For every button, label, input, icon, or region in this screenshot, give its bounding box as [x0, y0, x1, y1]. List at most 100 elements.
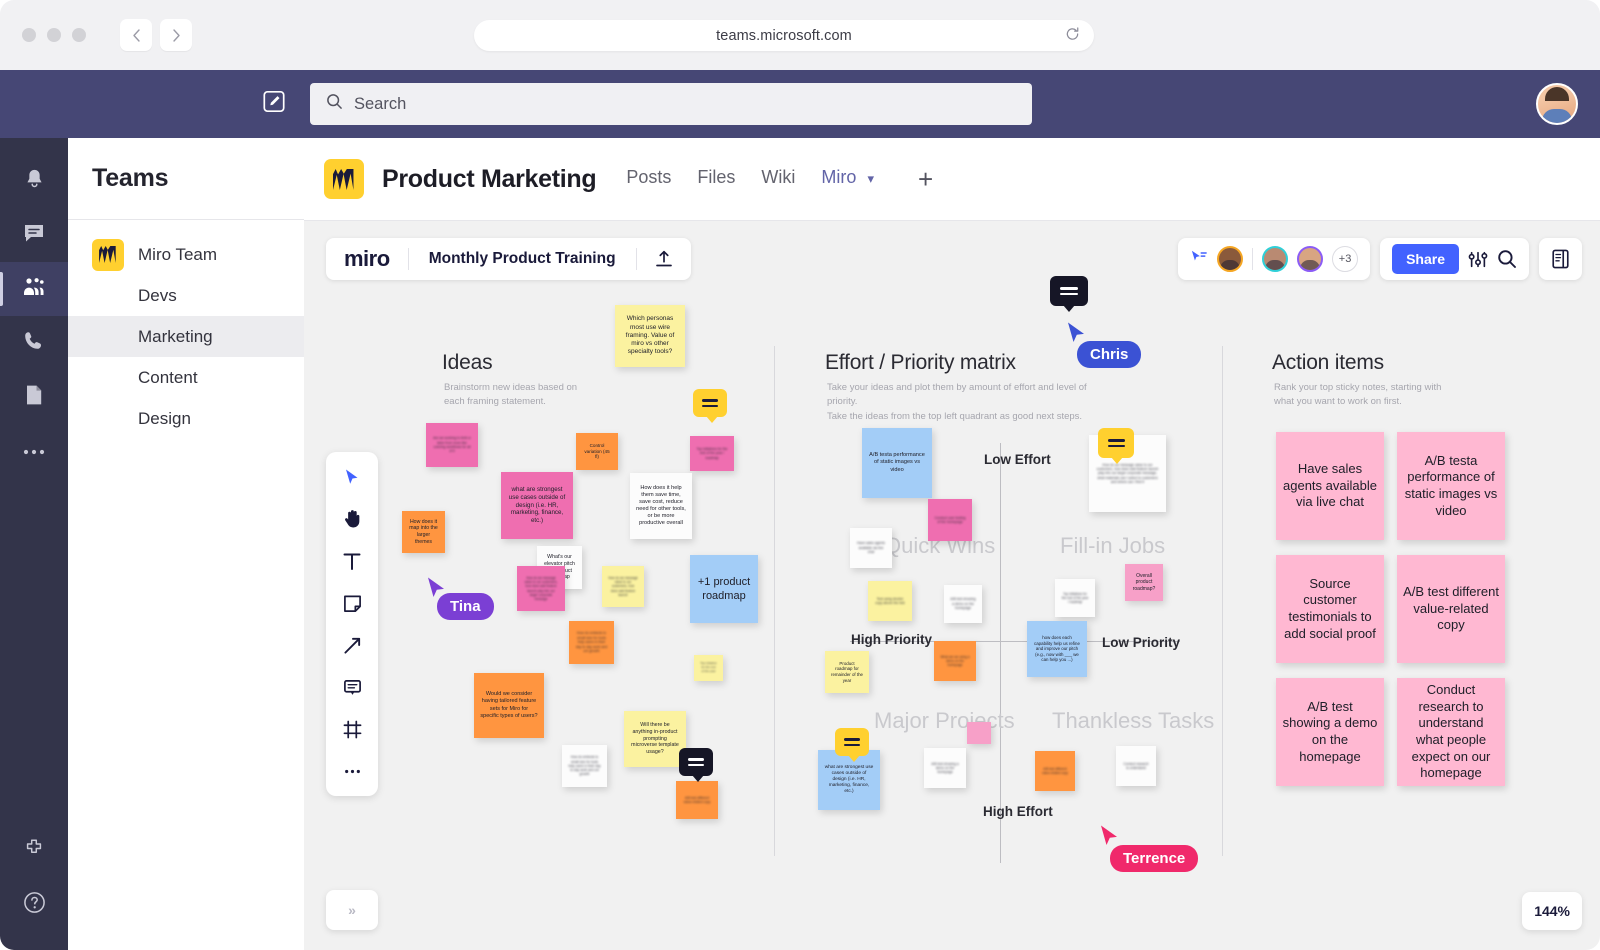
comment-icon[interactable]: [337, 674, 367, 700]
more-collaborators-badge[interactable]: +3: [1332, 246, 1359, 272]
sticky-note[interactable]: how does each capability help us refine …: [1027, 621, 1087, 677]
tab-files[interactable]: Files: [697, 166, 736, 187]
tab-posts[interactable]: Posts: [626, 166, 672, 187]
ellipsis-icon[interactable]: [337, 758, 367, 784]
arrow-icon[interactable]: [337, 632, 367, 658]
sticky-note[interactable]: A/B test showing a demo on the homepage: [1276, 678, 1384, 786]
maximize-window-dot[interactable]: [72, 28, 86, 42]
avatar[interactable]: [1262, 246, 1289, 272]
tool-palette: [326, 452, 378, 796]
sticky-note[interactable]: How do embeds to small size for tools he…: [562, 745, 607, 787]
reload-icon[interactable]: [1065, 26, 1080, 45]
comment-bubble[interactable]: [693, 389, 727, 423]
comment-bubble[interactable]: [835, 728, 869, 762]
sidebar-item-apps[interactable]: [0, 824, 68, 878]
avatar[interactable]: [1217, 246, 1244, 272]
page-title: Teams: [92, 164, 169, 192]
sticky-note[interactable]: what are strongest use cases outside of …: [501, 472, 573, 539]
tab-miro[interactable]: Miro ▾: [821, 167, 874, 192]
forward-button[interactable]: [160, 19, 192, 51]
tab-wiki[interactable]: Wiki: [761, 166, 796, 187]
sticky-note-icon[interactable]: [337, 590, 367, 616]
sidebar-item-marketing[interactable]: Marketing: [68, 316, 304, 357]
board-title[interactable]: Monthly Product Training: [428, 250, 616, 267]
sidebar-item-devs[interactable]: Devs: [68, 275, 304, 316]
tab-miro-label: Miro: [821, 166, 857, 187]
sticky-note[interactable]: Have sales agents available via live cha…: [1276, 432, 1384, 540]
sidebar-item-more[interactable]: [0, 424, 68, 478]
minimize-window-dot[interactable]: [47, 28, 61, 42]
cursor-icon[interactable]: [337, 464, 367, 490]
close-window-dot[interactable]: [22, 28, 36, 42]
share-button[interactable]: Share: [1392, 244, 1459, 274]
sticky-note[interactable]: Conduct research to understand what peop…: [1397, 678, 1505, 786]
hand-icon[interactable]: [337, 506, 367, 532]
sticky-note[interactable]: What are we using a demo on the homepage: [934, 641, 976, 681]
sticky-note[interactable]: Source customer testimonials to add soci…: [1276, 555, 1384, 663]
sticky-note[interactable]: Top initiative for the rest of the year: [694, 655, 723, 681]
chevron-down-icon[interactable]: ▾: [867, 170, 874, 186]
sticky-note[interactable]: Product roadmap for remainder of the yea…: [825, 651, 869, 693]
sidebar-item-miro-team[interactable]: Miro Team: [68, 234, 304, 275]
sidebar-item-help[interactable]: [0, 878, 68, 932]
sidebar-item-chat[interactable]: [0, 208, 68, 262]
address-bar[interactable]: teams.microsoft.com: [474, 20, 1094, 51]
add-tab-button[interactable]: +: [917, 163, 934, 194]
avatar[interactable]: [1297, 246, 1324, 272]
panel-toggle[interactable]: [1539, 238, 1582, 280]
sticky-note[interactable]: How do embeds to small size for tools he…: [569, 621, 614, 664]
team-list: Miro Team Devs Marketing Content Design: [68, 220, 304, 439]
text-icon[interactable]: [337, 548, 367, 574]
sticky-note[interactable]: A/B testa performance of static images v…: [1397, 432, 1505, 540]
sidebar-item-files[interactable]: [0, 370, 68, 424]
sticky-note[interactable]: Conduct user testing of the homepage: [928, 499, 972, 541]
sliders-icon[interactable]: [1468, 250, 1488, 269]
sticky-note[interactable]: Top initiatives for the rest of the year…: [690, 436, 734, 471]
sticky-note[interactable]: A/B test showing a demo on the homepage: [944, 585, 982, 623]
sticky-note[interactable]: How does it map into the larger themes: [402, 511, 445, 553]
sticky-note[interactable]: A/B test different value-related copy: [676, 781, 718, 819]
search-input[interactable]: Search: [310, 83, 1032, 125]
sticky-note[interactable]: How does it help them save time, save co…: [630, 473, 692, 539]
sidebar-item-calls[interactable]: [0, 316, 68, 370]
comment-bubble[interactable]: [679, 748, 713, 782]
sidebar-item-design[interactable]: Design: [68, 398, 304, 439]
back-button[interactable]: [120, 19, 152, 51]
sidebar-item-content[interactable]: Content: [68, 357, 304, 398]
sticky-note[interactable]: Will there be anything in-product prompt…: [624, 711, 686, 767]
sticky-note[interactable]: Conduct research to understand: [1116, 746, 1156, 786]
compose-icon[interactable]: [262, 90, 286, 119]
sticky-note[interactable]: Are we working to limit or tailor from m…: [426, 423, 478, 467]
sticky-note[interactable]: Control variation (45 fl): [576, 433, 618, 470]
window-traffic-lights[interactable]: [22, 28, 86, 42]
search-icon[interactable]: [1497, 249, 1517, 269]
sticky-note[interactable]: A/B test different value-related copy: [1035, 751, 1075, 791]
sticky-note[interactable]: A/B testa performance of static images v…: [862, 428, 932, 498]
sticky-note[interactable]: A/B test different value-related copy: [1397, 555, 1505, 663]
expand-panel-button[interactable]: »: [326, 890, 378, 930]
comment-bubble[interactable]: [1098, 428, 1134, 464]
sidebar-item-teams[interactable]: [0, 262, 68, 316]
section-subtitle-actions: Rank your top sticky notes, starting wit…: [1274, 382, 1442, 408]
matrix-horizontal-axis: [850, 641, 1180, 642]
zoom-level-badge[interactable]: 144%: [1522, 892, 1582, 930]
page-title: Product Marketing: [382, 164, 597, 193]
sticky-note[interactable]: Top initiatives for the rest of the year…: [1055, 579, 1095, 617]
sticky-note[interactable]: Overall product roadmap?: [1125, 564, 1163, 601]
sticky-note[interactable]: Would we consider having tailored featur…: [474, 673, 544, 738]
sticky-note[interactable]: How do we message value to our customers…: [602, 566, 644, 607]
sticky-note[interactable]: Have sales agents available via live cha…: [850, 528, 892, 568]
sticky-note[interactable]: [967, 722, 991, 744]
frame-icon[interactable]: [337, 716, 367, 742]
sticky-note[interactable]: Test using shorter copy above the fold: [868, 581, 912, 621]
miro-canvas[interactable]: miro Monthly Product Training: [304, 221, 1600, 950]
avatar[interactable]: [1536, 83, 1578, 125]
comment-bubble[interactable]: [1050, 276, 1088, 312]
sticky-note[interactable]: How do we message value to our customers…: [517, 566, 565, 611]
sidebar-item-activity[interactable]: [0, 154, 68, 208]
sticky-note[interactable]: Which personas most use wire framing. Va…: [615, 305, 685, 367]
sticky-note[interactable]: +1 product roadmap: [690, 555, 758, 623]
upload-icon[interactable]: [637, 250, 691, 269]
follow-cursor-icon[interactable]: [1190, 249, 1208, 270]
sticky-note[interactable]: A/B test showing a demo on the homepage: [924, 748, 966, 788]
